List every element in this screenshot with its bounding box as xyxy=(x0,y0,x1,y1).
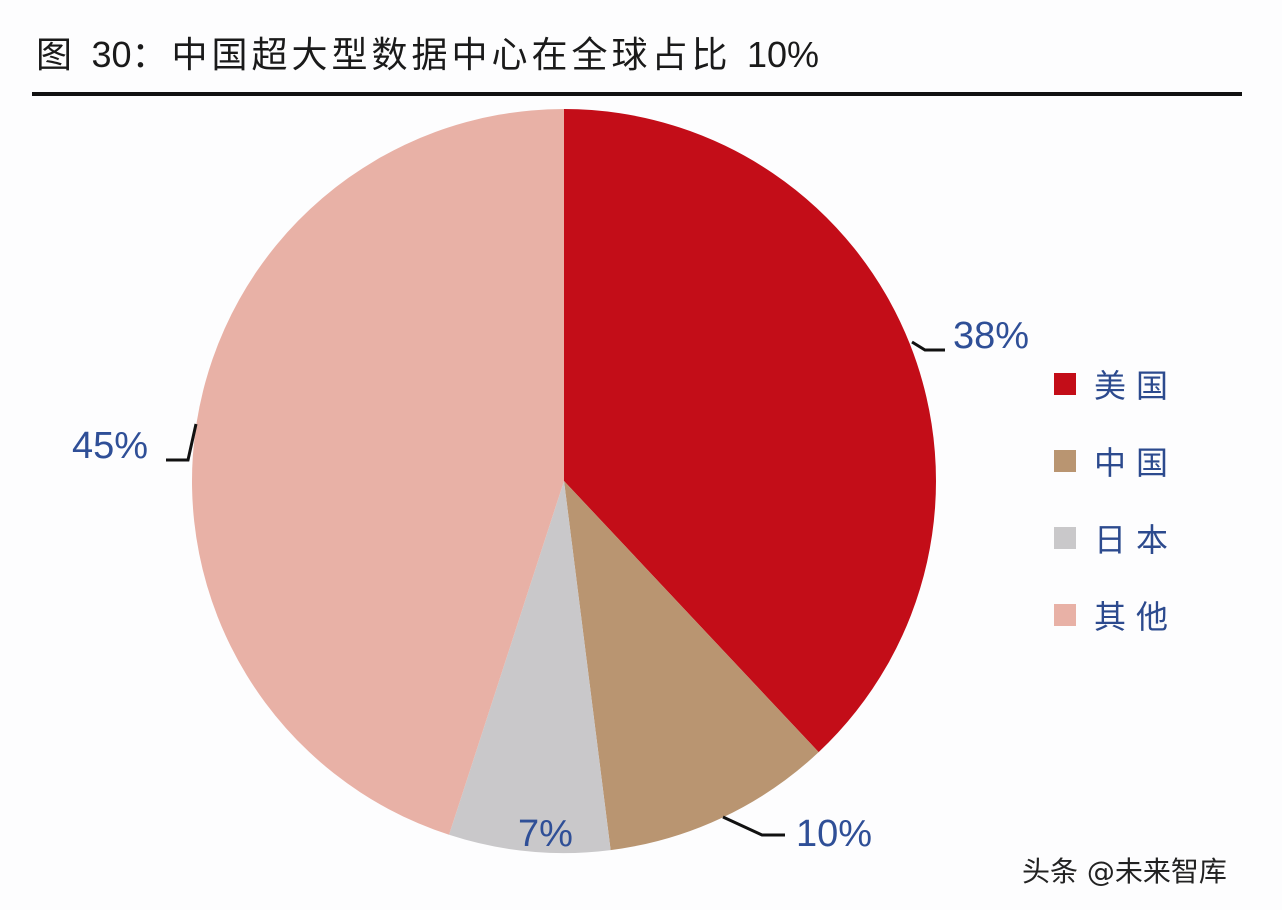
legend-item-japan: 日本 xyxy=(1054,499,1178,576)
leader-line-other xyxy=(166,423,198,462)
legend-swatch-other xyxy=(1054,603,1076,626)
legend-item-other: 其他 xyxy=(1054,576,1178,653)
leader-line-usa xyxy=(911,340,945,352)
title-value: 10% xyxy=(746,34,820,75)
pie-slice-usa xyxy=(564,109,936,753)
data-label-china: 10% xyxy=(796,813,873,855)
title-prefix: 图 xyxy=(36,35,92,76)
pie-slices xyxy=(192,109,936,853)
title-text: ：中国超大型数据中心在全球占比 xyxy=(131,35,747,76)
legend: 美国 中国 日本 其他 xyxy=(1054,345,1178,653)
leader-line-china xyxy=(722,815,785,837)
legend-label: 日本 xyxy=(1094,520,1179,559)
leader-lines xyxy=(166,340,945,837)
legend-swatch-japan xyxy=(1054,526,1076,549)
legend-swatch-usa xyxy=(1054,372,1076,395)
pie-slice-other xyxy=(192,109,564,835)
legend-label: 其他 xyxy=(1094,597,1179,636)
pie-slice-japan xyxy=(449,481,611,853)
pie-slice-china xyxy=(564,481,819,851)
title-divider xyxy=(32,92,1242,96)
legend-item-china: 中国 xyxy=(1054,422,1178,499)
data-label-other: 45% xyxy=(72,425,149,467)
chart-title: 图 30：中国超大型数据中心在全球占比 10% xyxy=(36,26,819,78)
figure-number: 30 xyxy=(91,34,132,75)
legend-swatch-china xyxy=(1054,449,1076,472)
data-label-usa: 38% xyxy=(953,315,1030,357)
legend-label: 美国 xyxy=(1094,366,1179,405)
legend-item-usa: 美国 xyxy=(1054,345,1178,422)
data-label-japan: 7% xyxy=(518,813,573,855)
watermark: 头条 @未来智库 xyxy=(1022,855,1227,888)
legend-label: 中国 xyxy=(1094,443,1179,482)
